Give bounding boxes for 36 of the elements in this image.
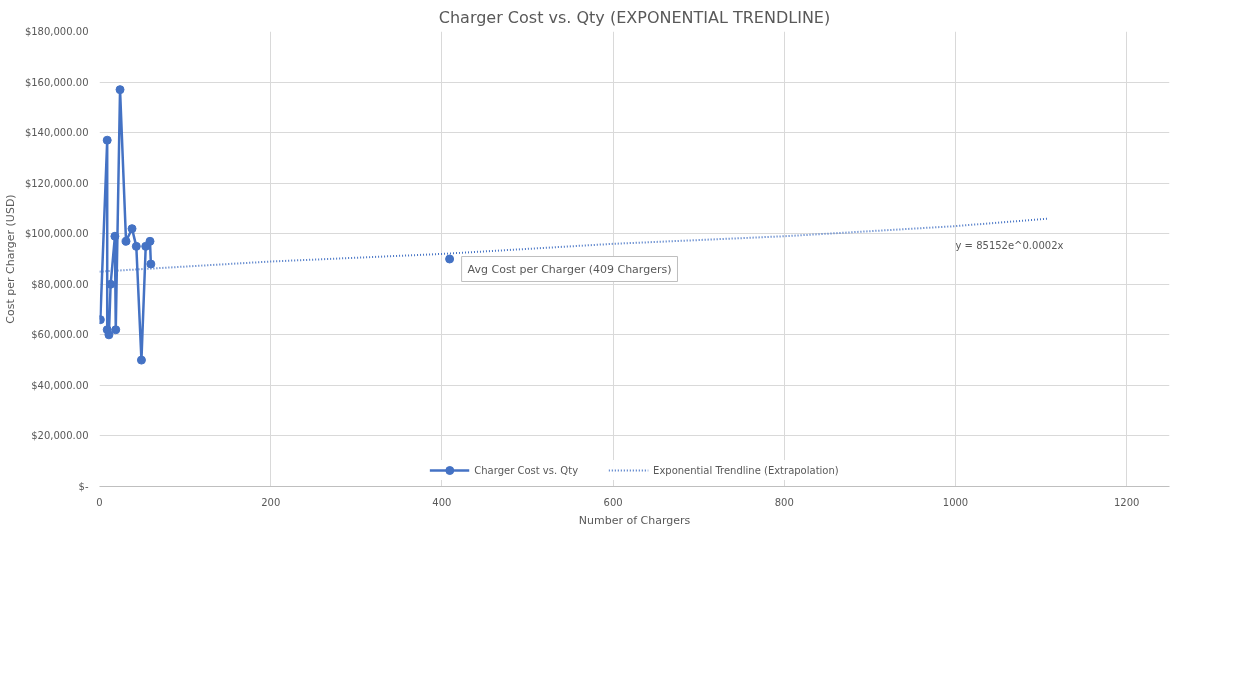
y-tick-label: $20,000.00 [31,430,89,442]
x-tick-label: 400 [432,496,452,508]
legend-label: Charger Cost vs. Qty [474,464,579,476]
y-tick-label: $120,000.00 [24,177,89,189]
point [115,85,125,95]
y-tick-label: $100,000.00 [24,228,89,240]
y-tick-label: $180,000.00 [24,26,89,37]
x-tick-label: 600 [603,496,623,508]
x-tick-label: 1000 [942,496,969,508]
y-tick-label: $160,000.00 [24,76,89,88]
point [111,325,121,335]
y-tick-label: $40,000.00 [31,379,89,391]
point [145,236,155,246]
point [146,259,156,269]
point [127,224,137,234]
point [121,236,131,246]
x-tick-label: 800 [774,496,794,508]
point [102,135,112,145]
point [104,330,114,340]
annotation: Avg Cost per Charger (409 Chargers) [467,262,672,276]
y-tick-label: $80,000.00 [31,278,89,290]
y-tick-label: $60,000.00 [31,329,89,341]
annotation: y = 85152e^0.0002x [955,239,1064,251]
legend-label: Exponential Trendline (Extrapolation) [653,464,839,476]
point [445,254,455,264]
chart-title: Charger Cost vs. Qty (EXPONENTIAL TRENDLINE) [438,7,831,27]
y-tick-label: $140,000.00 [24,127,89,139]
x-tick-label: 1200 [1113,496,1140,508]
point [136,355,146,365]
x-tick-label: 200 [261,496,281,508]
x-tick-label: 0 [96,496,103,508]
point [110,231,120,241]
point [131,241,141,251]
x-axis-title: Number of Chargers [578,513,691,527]
y-tick-label: $- [78,481,89,492]
y-axis-title: Cost per Charger (USD) [3,194,17,324]
